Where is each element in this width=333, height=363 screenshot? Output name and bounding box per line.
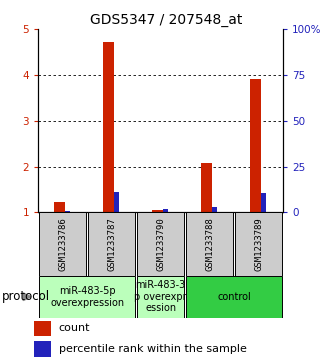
- Bar: [35, 321, 51, 337]
- Bar: [186, 276, 282, 318]
- Text: protocol: protocol: [2, 290, 50, 303]
- Text: GSM1233788: GSM1233788: [205, 217, 214, 271]
- Bar: [88, 212, 135, 276]
- Text: miR-483-3
p overexpr
ession: miR-483-3 p overexpr ession: [134, 280, 187, 313]
- Bar: [65, 211, 70, 212]
- Text: percentile rank within the sample: percentile rank within the sample: [59, 344, 246, 354]
- Text: control: control: [217, 292, 251, 302]
- Bar: [186, 212, 233, 276]
- Bar: [250, 78, 261, 212]
- Bar: [201, 163, 212, 212]
- Bar: [137, 276, 184, 318]
- Text: GSM1233787: GSM1233787: [107, 217, 116, 271]
- Text: GDS5347 / 207548_at: GDS5347 / 207548_at: [90, 13, 243, 27]
- Bar: [153, 210, 163, 212]
- Bar: [137, 212, 184, 276]
- Bar: [261, 193, 266, 212]
- Bar: [114, 192, 119, 212]
- Bar: [39, 276, 135, 318]
- Bar: [235, 212, 282, 276]
- Text: count: count: [59, 323, 90, 334]
- Bar: [104, 42, 114, 212]
- Bar: [212, 207, 217, 212]
- Bar: [39, 212, 86, 276]
- Bar: [35, 342, 51, 357]
- Bar: [55, 202, 65, 212]
- Text: GSM1233790: GSM1233790: [156, 217, 165, 271]
- Text: GSM1233789: GSM1233789: [254, 217, 263, 271]
- Bar: [163, 209, 168, 212]
- Text: GSM1233786: GSM1233786: [58, 217, 67, 271]
- Text: miR-483-5p
overexpression: miR-483-5p overexpression: [50, 286, 124, 307]
